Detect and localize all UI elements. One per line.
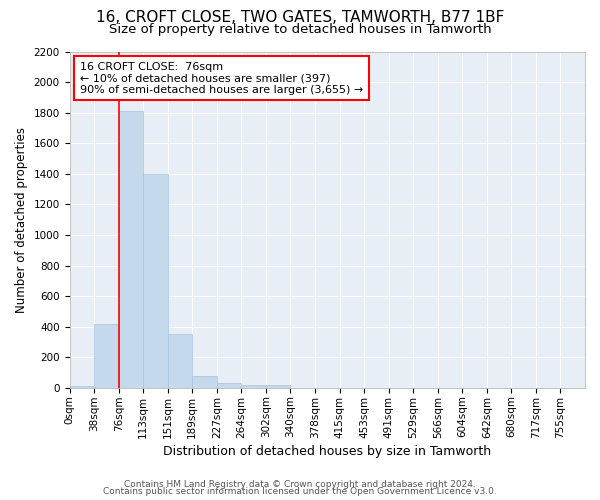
Text: Contains public sector information licensed under the Open Government Licence v3: Contains public sector information licen… [103,488,497,496]
Bar [192,376,217,388]
Text: 16 CROFT CLOSE:  76sqm
← 10% of detached houses are smaller (397)
90% of semi-de: 16 CROFT CLOSE: 76sqm ← 10% of detached … [80,62,363,95]
Bar [70,386,94,388]
Bar [241,384,266,388]
Bar [217,383,241,388]
Bar [266,386,290,388]
Bar [119,111,143,388]
X-axis label: Distribution of detached houses by size in Tamworth: Distribution of detached houses by size … [163,444,491,458]
Text: 16, CROFT CLOSE, TWO GATES, TAMWORTH, B77 1BF: 16, CROFT CLOSE, TWO GATES, TAMWORTH, B7… [96,10,504,25]
Text: Size of property relative to detached houses in Tamworth: Size of property relative to detached ho… [109,22,491,36]
Text: Contains HM Land Registry data © Crown copyright and database right 2024.: Contains HM Land Registry data © Crown c… [124,480,476,489]
Bar [168,334,192,388]
Bar [143,174,168,388]
Y-axis label: Number of detached properties: Number of detached properties [15,126,28,312]
Bar [94,324,119,388]
